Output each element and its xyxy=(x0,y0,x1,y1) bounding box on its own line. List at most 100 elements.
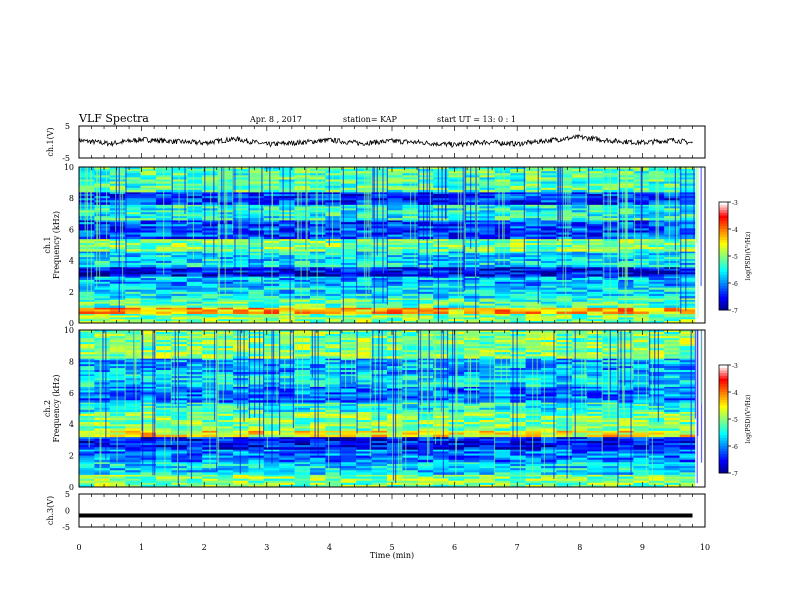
heat-cell xyxy=(464,420,480,423)
heat-cell xyxy=(556,472,572,475)
heat-cell xyxy=(417,455,434,459)
heat-cell xyxy=(417,299,434,303)
heat-cell xyxy=(417,208,434,211)
heat-cell xyxy=(279,407,295,411)
heat-cell xyxy=(125,169,141,172)
heat-cell xyxy=(541,173,557,176)
heat-cell xyxy=(494,305,511,308)
heat-cell xyxy=(479,222,495,225)
heat-cell xyxy=(171,315,187,318)
heat-cell xyxy=(217,315,234,318)
heat-cell xyxy=(94,453,110,456)
heat-cell xyxy=(248,309,264,312)
heat-cell xyxy=(664,187,680,191)
heat-cell xyxy=(371,285,388,289)
heat-cell xyxy=(679,430,696,433)
heat-cell xyxy=(94,303,110,306)
heat-cell xyxy=(325,463,341,467)
heat-cell xyxy=(387,305,403,308)
heat-cell xyxy=(571,455,588,459)
heat-cell xyxy=(479,315,495,318)
heat-streak xyxy=(269,167,271,239)
heat-cell xyxy=(433,169,449,172)
heat-cell xyxy=(325,179,341,182)
heat-cell xyxy=(94,251,110,254)
heat-cell xyxy=(633,309,649,312)
heat-cell xyxy=(664,476,680,480)
heat-cell xyxy=(202,236,218,240)
heat-cell xyxy=(417,436,434,440)
heat-cell xyxy=(464,228,480,231)
heat-cell xyxy=(525,181,542,185)
heat-cell xyxy=(156,279,172,283)
heat-cell xyxy=(479,313,495,316)
heat-cell xyxy=(541,242,557,246)
heat-cell xyxy=(186,317,203,320)
heat-cell xyxy=(140,212,157,215)
heat-cell xyxy=(156,472,172,475)
heat-cell xyxy=(541,436,557,440)
heat-cell xyxy=(402,420,418,423)
heat-cell xyxy=(556,274,572,277)
heat-cell xyxy=(525,208,542,211)
heat-cell xyxy=(186,214,203,217)
heat-cell xyxy=(402,468,418,471)
heat-cell xyxy=(217,453,234,456)
heat-cell xyxy=(587,272,603,275)
heat-cell xyxy=(248,422,264,425)
heat-cell xyxy=(525,198,542,201)
heat-cell xyxy=(217,422,234,425)
heat-cell xyxy=(479,404,495,407)
heat-cell xyxy=(679,238,696,242)
heat-cell xyxy=(464,196,480,199)
heat-cell xyxy=(125,459,141,463)
heat-cell xyxy=(171,262,187,266)
heat-cell xyxy=(433,218,449,221)
heat-cell xyxy=(664,276,680,279)
heat-cell xyxy=(541,291,557,295)
heat-cell xyxy=(371,281,388,285)
heat-cell xyxy=(525,445,542,448)
heat-cell xyxy=(140,445,157,448)
heat-streak xyxy=(476,167,478,255)
heat-cell xyxy=(541,411,557,415)
heat-cell xyxy=(618,424,634,427)
heat-cell xyxy=(279,245,295,248)
heat-cell xyxy=(479,468,495,471)
heat-cell xyxy=(479,179,495,182)
heat-cell xyxy=(186,432,203,436)
heat-cell xyxy=(556,260,572,264)
heat-cell xyxy=(679,405,696,409)
heat-cell xyxy=(664,417,680,421)
heat-cell xyxy=(510,313,526,316)
heat-cell xyxy=(94,298,110,301)
heat-cell xyxy=(387,220,403,223)
heat-cell xyxy=(94,194,110,197)
heat-cell xyxy=(633,319,649,322)
heat-cell xyxy=(263,468,280,471)
heat-cell xyxy=(510,315,526,318)
heat-cell xyxy=(679,449,696,452)
heat-cell xyxy=(433,255,449,258)
heat-cell xyxy=(279,415,295,419)
heat-cell xyxy=(433,476,449,480)
heat-cell xyxy=(279,424,295,427)
heat-cell xyxy=(79,455,95,459)
heat-cell xyxy=(479,278,495,281)
heat-cell xyxy=(387,268,403,271)
heat-cell xyxy=(510,311,526,315)
heat-cell xyxy=(556,404,572,407)
heat-cell xyxy=(294,181,311,185)
heat-cell xyxy=(202,232,218,235)
heat-cell xyxy=(448,270,465,273)
heat-streak xyxy=(355,167,358,292)
heat-cell xyxy=(125,232,141,235)
heat-cell xyxy=(387,196,403,199)
heat-cell xyxy=(94,278,110,281)
heat-cell xyxy=(510,440,526,444)
heat-cell xyxy=(217,468,234,471)
heat-cell xyxy=(433,283,449,286)
heat-cell xyxy=(602,478,619,482)
heat-cell xyxy=(294,264,311,268)
heat-cell xyxy=(448,309,465,312)
